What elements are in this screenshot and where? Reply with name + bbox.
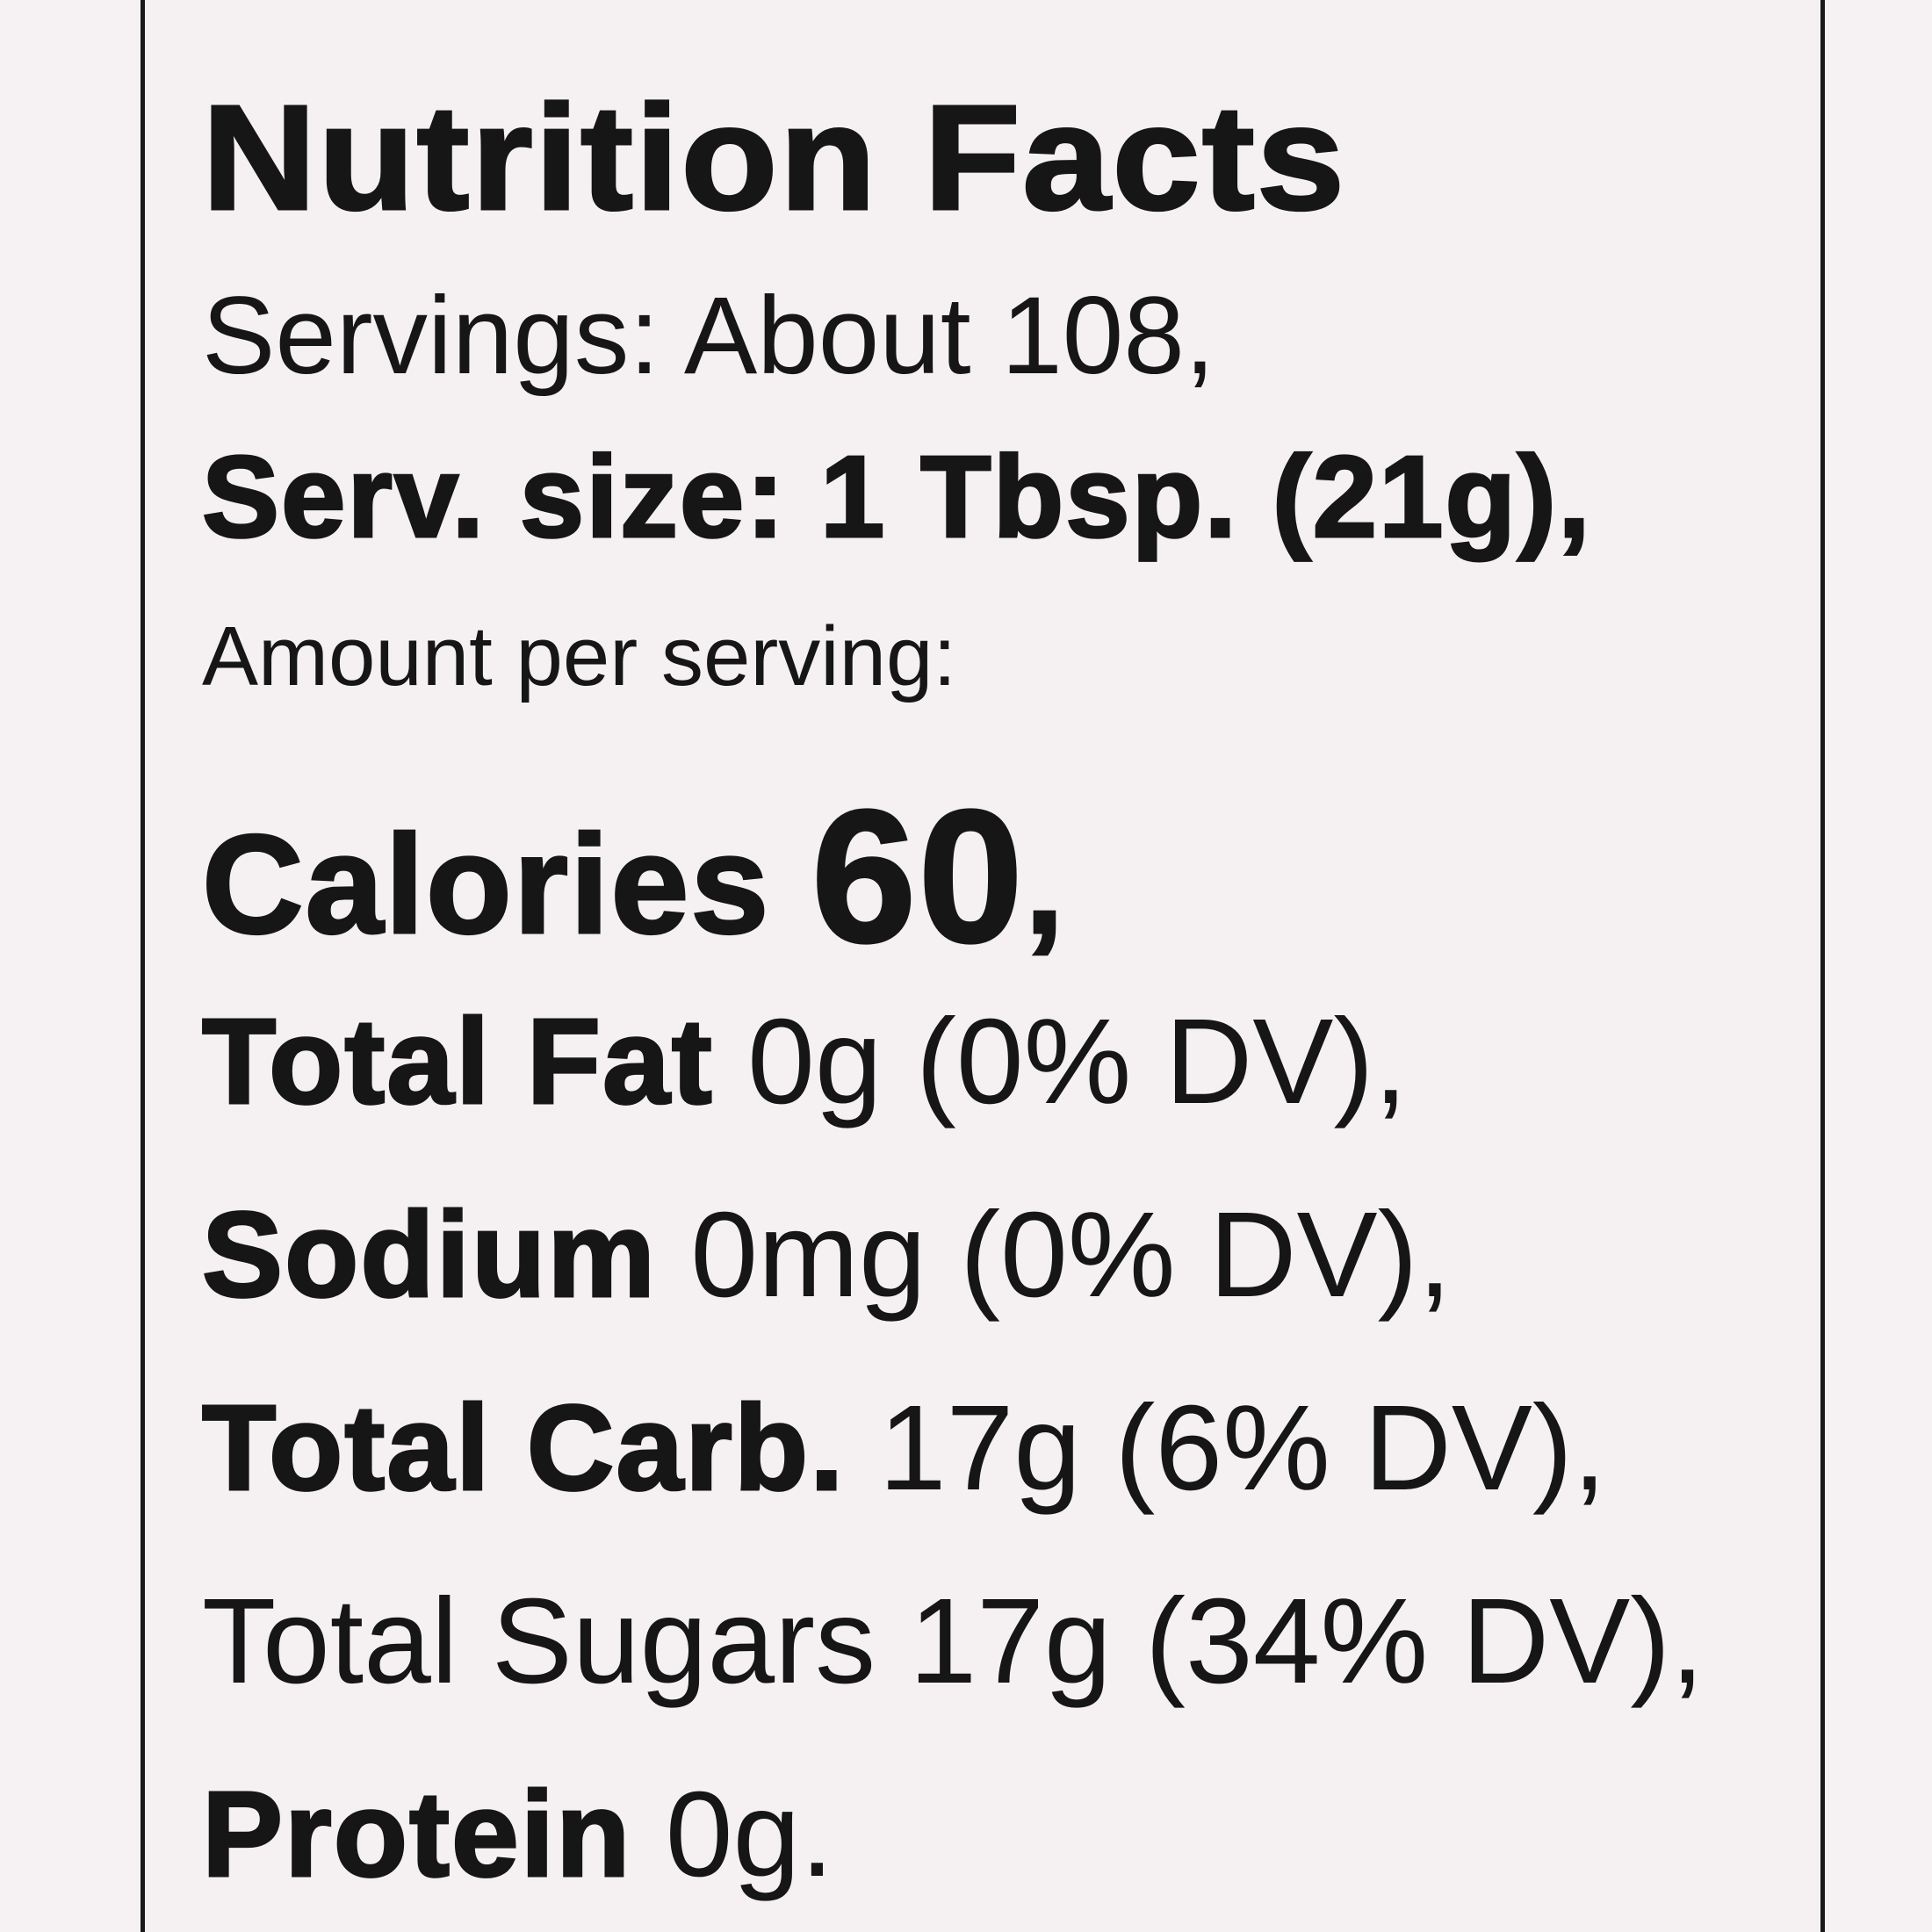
nutrient-detail: 0mg (0% DV), bbox=[690, 1187, 1452, 1323]
calories-value: 60 bbox=[810, 770, 1026, 982]
nutrient-detail: 17g (6% DV), bbox=[878, 1381, 1607, 1516]
calories-row: Calories 60, bbox=[200, 773, 1066, 972]
amount-per-serving-text: Amount per serving: bbox=[202, 609, 957, 703]
nutrient-row-total-carb: Total Carb. 17g (6% DV), bbox=[200, 1387, 1606, 1510]
nutrient-detail: 0g. bbox=[665, 1767, 834, 1902]
nutrient-name: Total Carb. bbox=[200, 1381, 846, 1516]
nutrient-detail: 0g (0% DV), bbox=[747, 994, 1408, 1129]
nutrient-name: Total Fat bbox=[201, 994, 714, 1129]
calories-suffix: , bbox=[1024, 805, 1066, 962]
servings-text: Servings: About 108, bbox=[202, 275, 1215, 397]
calories-label: Calories bbox=[200, 805, 771, 962]
nutrient-name: Total Sugars bbox=[202, 1574, 876, 1709]
nutrient-row-total-fat: Total Fat 0g (0% DV), bbox=[201, 1000, 1408, 1124]
nutrient-name: Protein bbox=[200, 1767, 632, 1902]
nutrient-row-protein: Protein 0g. bbox=[200, 1773, 833, 1897]
nutrient-row-total-sugars: Total Sugars 17g (34% DV), bbox=[202, 1581, 1705, 1702]
nutrient-name: Sodium bbox=[201, 1187, 657, 1323]
label-title: Nutrition Facts bbox=[200, 75, 1347, 242]
nutrient-row-sodium: Sodium 0mg (0% DV), bbox=[201, 1193, 1452, 1317]
nutrient-detail: 17g (34% DV), bbox=[909, 1574, 1705, 1709]
nutrition-label-box bbox=[141, 0, 1825, 1932]
serving-size-text: Serv. size: 1 Tbsp. (21g), bbox=[201, 432, 1592, 561]
